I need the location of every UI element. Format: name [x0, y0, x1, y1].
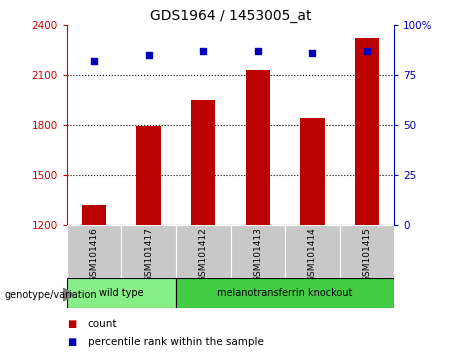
Polygon shape [64, 288, 74, 301]
FancyBboxPatch shape [67, 225, 121, 278]
Text: GSM101412: GSM101412 [199, 227, 208, 282]
Text: GSM101415: GSM101415 [362, 227, 372, 282]
Bar [300, 118, 325, 225]
Bar [191, 100, 215, 225]
Text: GSM101414: GSM101414 [308, 227, 317, 282]
Text: genotype/variation: genotype/variation [5, 290, 97, 299]
FancyBboxPatch shape [340, 225, 394, 278]
Text: melanotransferrin knockout: melanotransferrin knockout [218, 288, 353, 298]
FancyBboxPatch shape [67, 225, 394, 278]
FancyBboxPatch shape [230, 225, 285, 278]
Text: GSM101416: GSM101416 [89, 227, 99, 282]
Bar [82, 205, 106, 225]
FancyBboxPatch shape [121, 225, 176, 278]
FancyBboxPatch shape [67, 278, 176, 308]
FancyBboxPatch shape [176, 278, 394, 308]
Text: GSM101417: GSM101417 [144, 227, 153, 282]
Text: GSM101413: GSM101413 [253, 227, 262, 282]
FancyBboxPatch shape [176, 225, 230, 278]
Point [308, 50, 316, 56]
Point [200, 48, 207, 53]
Text: GDS1964 / 1453005_at: GDS1964 / 1453005_at [150, 9, 311, 23]
Bar [355, 38, 379, 225]
Text: ■: ■ [67, 337, 76, 347]
Point [145, 52, 152, 58]
FancyBboxPatch shape [285, 225, 340, 278]
Text: wild type: wild type [99, 288, 144, 298]
Point [363, 48, 371, 53]
Text: count: count [88, 319, 117, 329]
Point [254, 48, 261, 53]
Bar [136, 126, 161, 225]
Text: percentile rank within the sample: percentile rank within the sample [88, 337, 264, 347]
Text: ■: ■ [67, 319, 76, 329]
Bar [246, 70, 270, 225]
Point [90, 58, 98, 64]
